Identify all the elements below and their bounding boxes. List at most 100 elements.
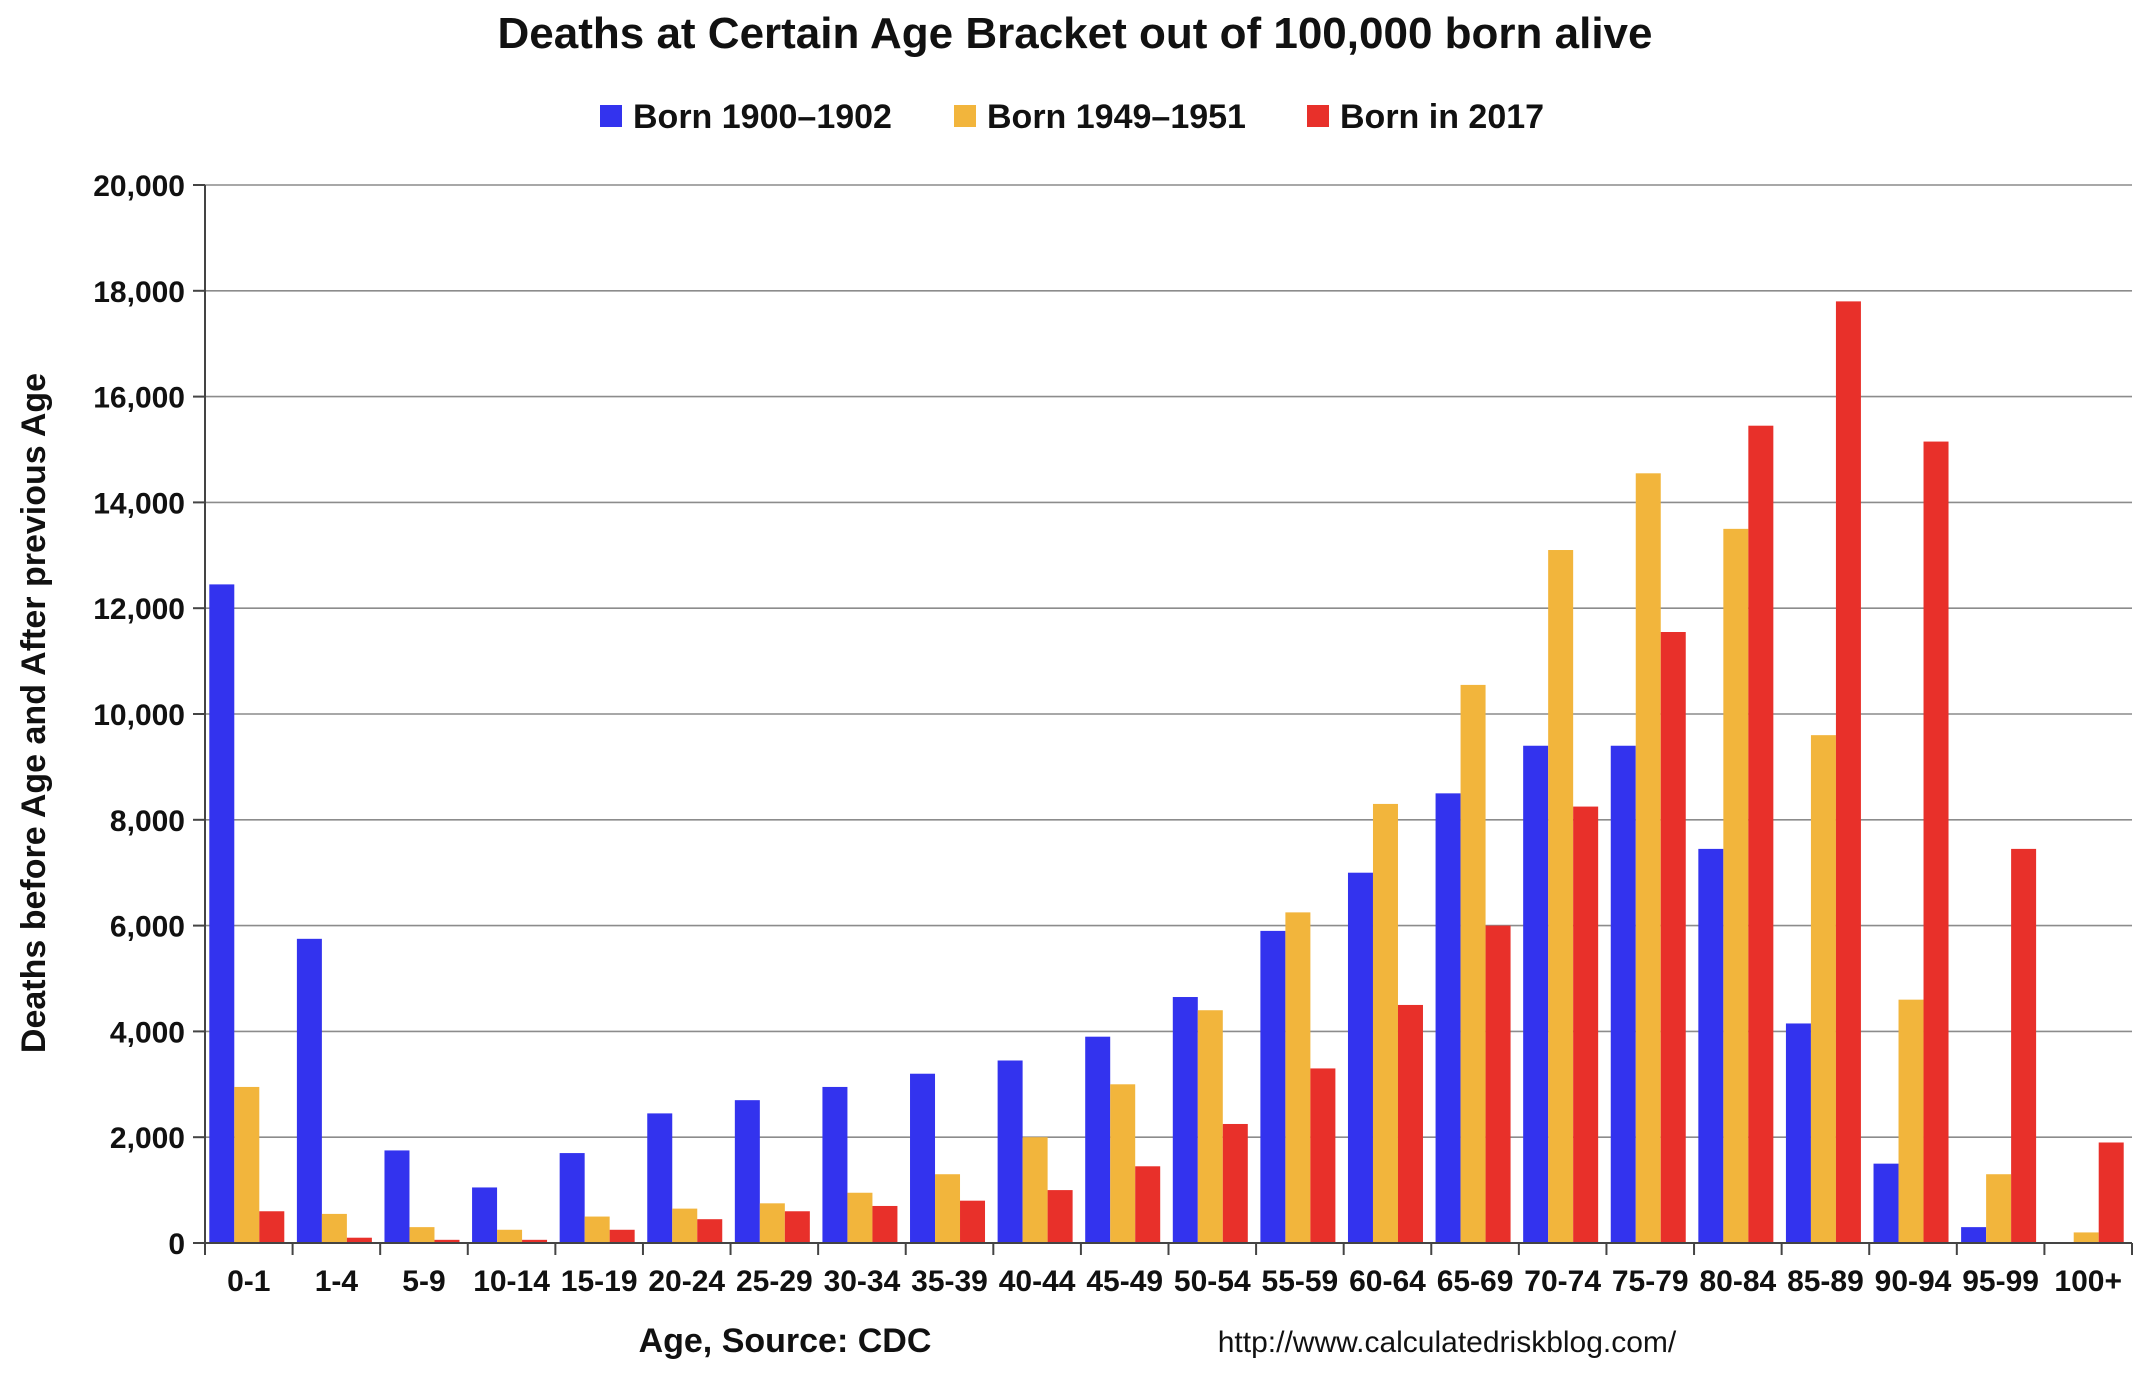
bar-born-in-2017-80-84 xyxy=(1748,425,1774,1243)
legend-label-born-1949-1951: Born 1949–1951 xyxy=(987,98,1246,136)
bar-born-1949-1951-15-19 xyxy=(584,1216,610,1243)
x-tick-label: 85-89 xyxy=(1787,1265,1864,1298)
x-tick-label: 95-99 xyxy=(1962,1265,2039,1298)
y-tick-label: 10,000 xyxy=(93,699,185,732)
bar-born-1900-1902-70-74 xyxy=(1523,745,1549,1243)
legend-swatch-born-1949-1951 xyxy=(954,105,976,127)
source-url: http://www.calculatedriskblog.com/ xyxy=(1218,1326,1677,1359)
y-tick-label: 14,000 xyxy=(93,487,185,520)
bar-born-1900-1902-30-34 xyxy=(822,1086,848,1243)
bar-born-1900-1902-90-94 xyxy=(1873,1163,1899,1243)
bar-born-1949-1951-60-64 xyxy=(1372,803,1398,1243)
x-axis-label: Age, Source: CDC xyxy=(639,1322,932,1360)
bar-born-1900-1902-40-44 xyxy=(997,1060,1023,1243)
bar-born-1900-1902-50-54 xyxy=(1172,997,1198,1243)
y-axis-label: Deaths before Age and After previous Age xyxy=(15,373,53,1053)
x-tick-label: 50-54 xyxy=(1174,1265,1251,1298)
bar-born-in-2017-100 xyxy=(2098,1142,2124,1243)
y-tick-label: 4,000 xyxy=(110,1016,185,1049)
legend-label-born-1900-1902: Born 1900–1902 xyxy=(633,98,892,136)
x-tick-label: 60-64 xyxy=(1349,1265,1426,1298)
x-tick-label: 20-24 xyxy=(648,1265,725,1298)
x-tick-label: 15-19 xyxy=(561,1265,638,1298)
x-tick-label: 65-69 xyxy=(1437,1265,1514,1298)
bar-born-1900-1902-1-4 xyxy=(296,938,322,1243)
bar-born-1949-1951-90-94 xyxy=(1898,999,1924,1243)
x-tick-label: 0-1 xyxy=(227,1265,270,1298)
legend-label-born-in-2017: Born in 2017 xyxy=(1340,98,1544,136)
bar-born-in-2017-30-34 xyxy=(872,1205,898,1243)
x-axis: 0-1 1-4 5-9 10-14 15-19 20-24 25-29 30-34 35-39 4… xyxy=(204,1242,2133,1298)
bar-born-1900-1902-5-9 xyxy=(384,1150,410,1243)
bar-born-1900-1902-65-69 xyxy=(1435,793,1461,1243)
bar-born-1900-1902-55-59 xyxy=(1260,930,1286,1243)
bar-born-1949-1951-20-24 xyxy=(672,1208,698,1243)
bar-born-in-2017-25-29 xyxy=(784,1211,810,1243)
gridlines xyxy=(205,184,2132,1138)
y-tick-label: 20,000 xyxy=(93,170,185,203)
chart-legend: Born 1900–1902 Born 1949–1951 Born in 2017 xyxy=(600,98,1544,136)
bar-born-in-2017-40-44 xyxy=(1047,1190,1073,1243)
x-tick-label: 25-29 xyxy=(736,1265,813,1298)
bar-born-1900-1902-45-49 xyxy=(1085,1036,1111,1243)
bar-born-1949-1951-5-9 xyxy=(409,1227,435,1243)
y-tick-label: 2,000 xyxy=(110,1122,185,1155)
x-tick-label: 45-49 xyxy=(1086,1265,1163,1298)
bar-born-1900-1902-60-64 xyxy=(1347,872,1373,1243)
x-tick-label: 80-84 xyxy=(1699,1265,1776,1298)
y-tick-label: 8,000 xyxy=(110,805,185,838)
bar-born-1949-1951-70-74 xyxy=(1548,550,1574,1243)
x-tick-label: 100+ xyxy=(2054,1265,2122,1298)
bar-born-in-2017-95-99 xyxy=(2011,848,2037,1243)
bar-born-1900-1902-0-1 xyxy=(209,584,235,1243)
bar-born-in-2017-75-79 xyxy=(1660,632,1686,1243)
bar-born-1949-1951-80-84 xyxy=(1723,528,1749,1243)
bar-born-1949-1951-85-89 xyxy=(1810,735,1836,1243)
bar-born-1949-1951-25-29 xyxy=(759,1203,785,1243)
bar-born-1949-1951-100 xyxy=(2073,1232,2099,1243)
y-tick-label: 18,000 xyxy=(93,276,185,309)
bar-born-1949-1951-45-49 xyxy=(1110,1084,1136,1243)
bar-born-1949-1951-10-14 xyxy=(497,1229,523,1243)
legend-swatch-born-in-2017 xyxy=(1307,105,1329,127)
bar-born-1900-1902-80-84 xyxy=(1698,848,1724,1243)
bar-born-1900-1902-75-79 xyxy=(1610,745,1636,1243)
x-tick-label: 1-4 xyxy=(315,1265,359,1298)
bar-born-1900-1902-20-24 xyxy=(647,1113,673,1243)
x-tick-label: 70-74 xyxy=(1524,1265,1601,1298)
x-tick-label: 75-79 xyxy=(1612,1265,1689,1298)
bar-born-1949-1951-65-69 xyxy=(1460,684,1486,1243)
bar-born-1949-1951-35-39 xyxy=(935,1174,961,1243)
x-tick-label: 10-14 xyxy=(473,1265,550,1298)
legend-swatch-born-1900-1902 xyxy=(600,105,622,127)
y-tick-label: 16,000 xyxy=(93,382,185,415)
bar-born-1949-1951-30-34 xyxy=(847,1192,873,1243)
bar-born-1900-1902-25-29 xyxy=(734,1100,760,1243)
bar-born-in-2017-20-24 xyxy=(697,1219,723,1243)
bar-born-1949-1951-55-59 xyxy=(1285,912,1311,1243)
bar-born-1949-1951-0-1 xyxy=(234,1086,260,1243)
bar-born-in-2017-45-49 xyxy=(1135,1166,1161,1243)
x-tick-label: 35-39 xyxy=(911,1265,988,1298)
y-tick-label: 0 xyxy=(168,1228,185,1261)
bar-born-1949-1951-1-4 xyxy=(321,1213,347,1243)
bar-born-1949-1951-40-44 xyxy=(1022,1137,1048,1243)
bar-born-in-2017-35-39 xyxy=(960,1200,986,1243)
bar-born-in-2017-55-59 xyxy=(1310,1068,1336,1243)
bar-born-in-2017-10-14 xyxy=(522,1239,548,1243)
bar-born-in-2017-90-94 xyxy=(1923,441,1949,1243)
bar-born-1949-1951-50-54 xyxy=(1197,1010,1223,1243)
bar-born-in-2017-70-74 xyxy=(1573,806,1599,1243)
bar-born-1900-1902-15-19 xyxy=(559,1153,585,1243)
x-tick-label: 55-59 xyxy=(1262,1265,1339,1298)
bar-born-in-2017-50-54 xyxy=(1222,1123,1248,1243)
x-tick-label: 30-34 xyxy=(824,1265,901,1298)
bar-born-in-2017-5-9 xyxy=(434,1239,460,1243)
bar-series-group xyxy=(209,301,2124,1243)
chart-title: Deaths at Certain Age Bracket out of 100… xyxy=(498,9,1653,58)
y-tick-label: 12,000 xyxy=(93,593,185,626)
bar-born-in-2017-15-19 xyxy=(609,1229,635,1243)
bar-born-1900-1902-95-99 xyxy=(1961,1227,1987,1243)
